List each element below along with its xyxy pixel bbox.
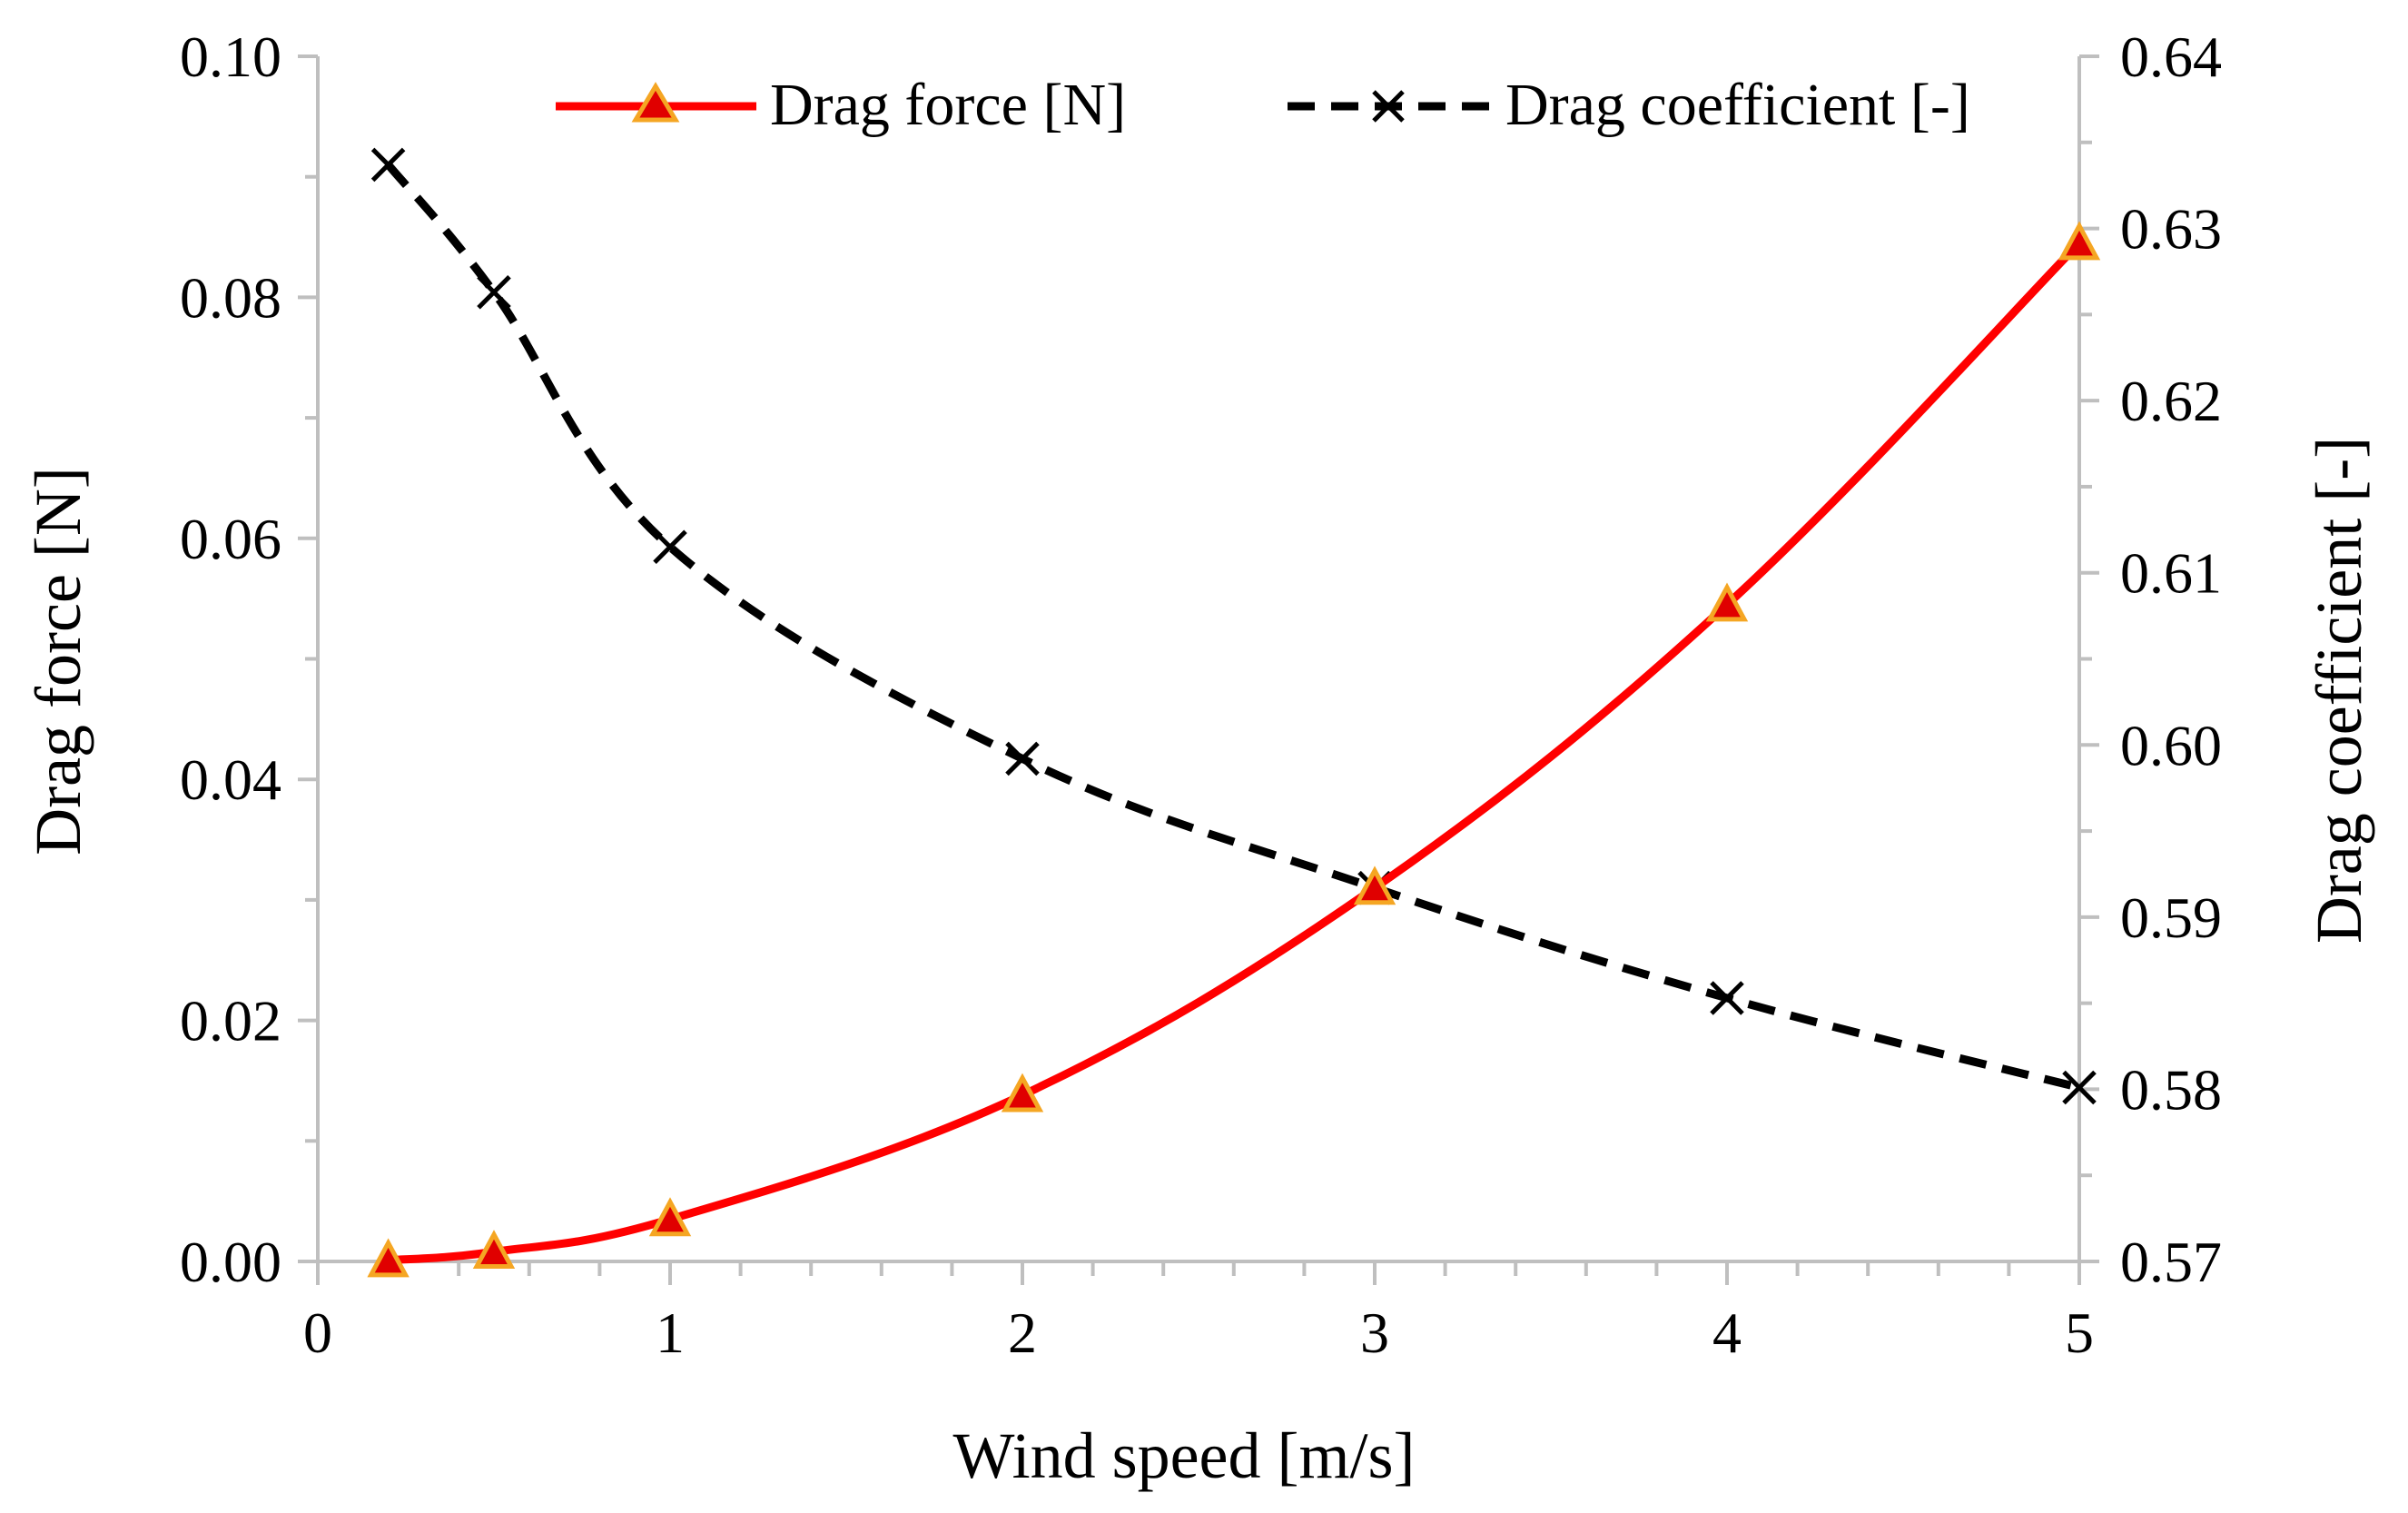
- y-tick-label: 0.04: [180, 747, 281, 812]
- y2-tick-label: 0.57: [2120, 1230, 2222, 1294]
- data-point-drag-coefficient: [2062, 1070, 2097, 1105]
- x-marker-stroke: [477, 274, 511, 310]
- series-line-drag-force: [384, 239, 2084, 1265]
- series-line-drag-coefficient: [385, 162, 2081, 1092]
- y-tick-label: 0.00: [180, 1230, 281, 1294]
- y2-tick-label: 0.60: [2120, 713, 2222, 777]
- x-marker-icon: [1372, 90, 1405, 123]
- x-tick-label: 3: [1360, 1300, 1389, 1365]
- y-tick-label: 0.10: [180, 25, 281, 89]
- data-point-drag-force: [1001, 1073, 1044, 1112]
- y-tick-label: 0.02: [180, 989, 281, 1053]
- x-marker-stroke: [370, 147, 406, 183]
- data-point-drag-force: [1705, 582, 1749, 622]
- data-point-drag-force: [472, 1230, 516, 1270]
- legend-label-drag-force: Drag force [N]: [770, 72, 1126, 138]
- x-tick-label: 0: [303, 1300, 332, 1365]
- axes-layer: 0 1 2 3 4 5 0.00 0.02 0.04 0.06 0.08 0.10 0.57 0.58 0.…: [180, 25, 2222, 1365]
- y2-tick-label: 0.61: [2120, 541, 2222, 606]
- y2-tick-label: 0.64: [2120, 25, 2222, 89]
- data-point-drag-coefficient: [1005, 741, 1040, 776]
- x-tick-label: 4: [1712, 1300, 1742, 1365]
- y-tick-label: 0.06: [180, 507, 281, 571]
- x-marker-stroke: [653, 529, 687, 565]
- x-tick-label: 1: [656, 1300, 685, 1365]
- y2-tick-label: 0.59: [2120, 885, 2222, 950]
- y2-tick-label: 0.58: [2120, 1057, 2222, 1122]
- x-marker-stroke: [1372, 90, 1405, 123]
- triangle-marker-icon: [631, 82, 680, 123]
- y2-tick-label: 0.63: [2120, 197, 2222, 262]
- y-tick-label: 0.08: [180, 265, 281, 330]
- x-marker-stroke: [1005, 741, 1040, 776]
- data-point-drag-coefficient: [1710, 981, 1744, 1015]
- y-axis-title: Drag force [N]: [22, 467, 94, 855]
- legend-label-drag-coefficient: Drag coefficient [-]: [1505, 72, 1970, 138]
- x-tick-label: 2: [1008, 1300, 1037, 1365]
- legend: Drag force [N] Drag coefficient [-]: [556, 72, 1970, 138]
- data-point-drag-force: [2058, 221, 2101, 261]
- data-point-drag-force: [367, 1238, 410, 1278]
- data-point-drag-coefficient: [653, 529, 687, 565]
- x-axis-title: Wind speed [m/s]: [953, 1419, 1416, 1492]
- data-point-drag-coefficient: [370, 147, 406, 183]
- y2-tick-label: 0.62: [2120, 369, 2222, 433]
- x-marker-stroke: [1710, 981, 1744, 1015]
- data-point-drag-force: [648, 1197, 692, 1237]
- data-point-drag-force: [1353, 865, 1396, 905]
- data-point-drag-coefficient: [477, 274, 511, 310]
- x-tick-label: 5: [2065, 1300, 2094, 1365]
- y2-axis-title: Drag coefficient [-]: [2303, 437, 2375, 944]
- series-layer: [367, 147, 2101, 1278]
- x-marker-stroke: [2062, 1070, 2097, 1105]
